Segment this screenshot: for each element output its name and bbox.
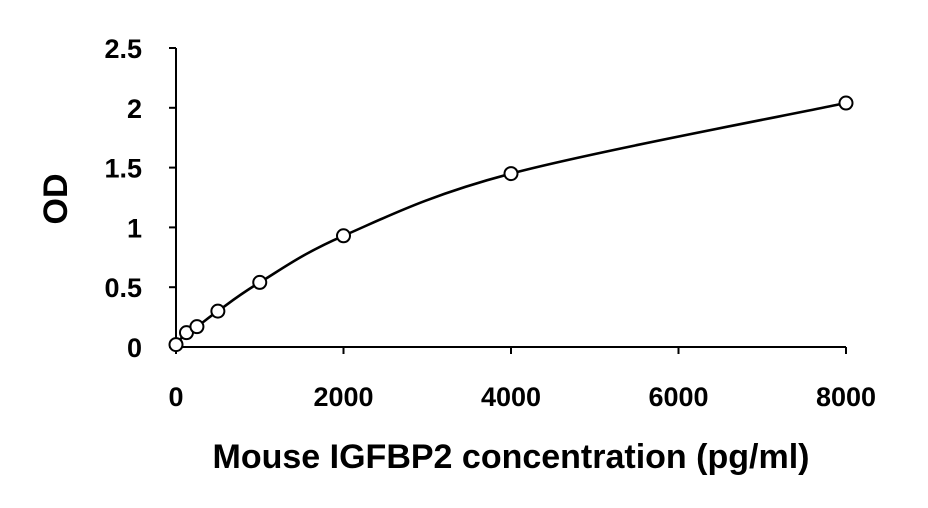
fit-curve xyxy=(175,101,847,346)
y-tick-label: 2.5 xyxy=(104,34,142,64)
y-tick-label: 2 xyxy=(127,94,142,124)
data-point xyxy=(503,166,519,182)
y-tick-label: 1.5 xyxy=(104,154,142,184)
y-tick-label: 0.5 xyxy=(104,273,142,303)
data-point xyxy=(838,95,854,111)
data-points xyxy=(168,95,854,353)
x-tick-label: 0 xyxy=(168,382,183,412)
x-tick-label: 6000 xyxy=(648,382,708,412)
data-point xyxy=(210,303,226,319)
data-point xyxy=(189,319,205,335)
x-tick-label: 2000 xyxy=(313,382,373,412)
y-tick-label: 1 xyxy=(127,213,142,243)
axes xyxy=(175,48,846,348)
x-axis-title: Mouse IGFBP2 concentration (pg/ml) xyxy=(213,438,810,476)
data-point xyxy=(168,337,184,353)
x-ticks: 0 2000 4000 6000 8000 xyxy=(168,347,876,412)
x-tick-label: 8000 xyxy=(816,382,876,412)
data-point xyxy=(336,228,351,244)
y-axis-title: OD xyxy=(37,174,75,225)
y-ticks: 0 0.5 1 1.5 2 2.5 xyxy=(104,34,176,363)
data-point xyxy=(252,274,268,290)
x-tick-label: 4000 xyxy=(481,382,541,412)
y-tick-label: 0 xyxy=(127,333,142,363)
